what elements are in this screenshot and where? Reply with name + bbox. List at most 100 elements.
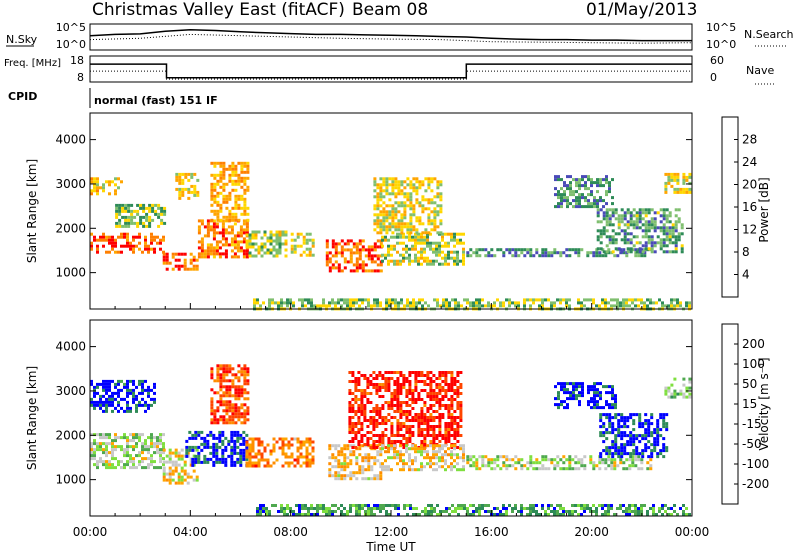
power-cell <box>256 301 259 305</box>
power-cell <box>114 238 117 242</box>
velocity-cell <box>230 439 234 443</box>
velocity-cell <box>444 389 448 392</box>
velocity-colorbar-tick-label: -200 <box>742 477 769 491</box>
velocity-cell <box>93 400 96 404</box>
velocity-cell <box>346 513 349 516</box>
power-cell <box>566 205 569 209</box>
power-cell <box>602 199 605 203</box>
velocity-cell <box>462 468 465 472</box>
velocity-cell <box>120 388 123 392</box>
power-cell <box>426 262 429 266</box>
power-cell <box>394 225 398 229</box>
power-cell <box>210 203 214 207</box>
power-cell <box>668 232 672 236</box>
velocity-cell <box>459 407 463 410</box>
power-cell <box>433 213 437 217</box>
velocity-cell <box>662 422 666 426</box>
velocity-cell <box>159 451 162 455</box>
velocity-cell <box>96 385 99 389</box>
velocity-cell <box>423 374 427 377</box>
power-cell <box>325 242 329 246</box>
velocity-cell <box>123 454 126 458</box>
velocity-cell <box>246 367 250 371</box>
power-cell <box>253 304 256 308</box>
velocity-cell <box>156 436 159 440</box>
power-cell <box>231 161 235 165</box>
velocity-cell <box>487 461 491 465</box>
velocity-cell <box>126 463 129 467</box>
velocity-cell <box>287 446 291 450</box>
power-cell <box>190 190 194 194</box>
velocity-cell <box>227 442 231 446</box>
velocity-cell <box>653 428 657 432</box>
power-cell <box>181 190 185 194</box>
velocity-cell <box>132 457 135 461</box>
frequency-series-nave <box>90 70 692 80</box>
velocity-cell <box>108 394 111 398</box>
power-cell <box>626 226 630 230</box>
velocity-cell <box>505 467 509 471</box>
velocity-cell <box>111 448 114 452</box>
power-cell <box>132 235 135 239</box>
power-cell <box>478 254 482 258</box>
power-cell <box>430 219 434 223</box>
power-cell <box>234 218 238 222</box>
velocity-cell <box>305 437 309 441</box>
power-cell <box>212 234 216 238</box>
power-cell <box>578 196 581 200</box>
velocity-cell <box>357 404 361 407</box>
velocity-cell <box>375 386 379 389</box>
velocity-cell <box>243 415 247 419</box>
velocity-cell <box>608 419 612 423</box>
velocity-cell <box>177 454 181 458</box>
velocity-y-tick-label: 1000 <box>55 473 86 487</box>
velocity-cell <box>257 452 261 456</box>
power-cell <box>665 235 669 239</box>
velocity-cell <box>402 380 406 383</box>
velocity-cell <box>360 395 364 398</box>
velocity-cell <box>408 447 411 451</box>
power-cell <box>438 241 441 245</box>
power-cell <box>102 235 105 239</box>
power-cell <box>379 263 383 267</box>
velocity-cell <box>126 454 129 458</box>
power-cell <box>417 259 420 263</box>
velocity-cell <box>93 439 96 443</box>
velocity-cell <box>203 442 207 446</box>
power-cell <box>566 187 569 191</box>
velocity-cell <box>96 466 99 470</box>
power-cell <box>178 172 182 176</box>
power-cell <box>266 239 270 243</box>
power-cell <box>277 304 280 308</box>
power-cell <box>370 260 374 264</box>
power-cell <box>406 222 410 226</box>
power-cell <box>664 304 667 308</box>
velocity-cell <box>557 406 560 410</box>
power-cell <box>644 214 648 218</box>
power-cell <box>502 304 505 308</box>
velocity-cell <box>656 437 660 441</box>
velocity-cell <box>348 410 352 413</box>
velocity-cell <box>105 463 108 467</box>
power-cell <box>462 259 465 263</box>
velocity-cell <box>378 389 382 392</box>
power-cell <box>490 254 494 258</box>
velocity-cell <box>180 478 184 482</box>
power-cell <box>224 231 228 235</box>
power-cell <box>373 245 377 249</box>
velocity-cell <box>105 391 108 395</box>
power-cell <box>420 250 423 254</box>
power-cell <box>406 298 409 302</box>
power-cell <box>388 301 391 305</box>
velocity-cell <box>105 466 108 470</box>
velocity-cell <box>305 464 309 468</box>
velocity-cell <box>414 401 418 404</box>
velocity-cell <box>550 458 554 462</box>
power-cell <box>302 238 306 242</box>
power-cell <box>535 298 538 302</box>
velocity-cell <box>99 382 102 386</box>
velocity-cell <box>623 431 627 435</box>
velocity-cell <box>447 453 450 457</box>
velocity-cell <box>387 447 390 451</box>
velocity-cell <box>586 507 589 510</box>
